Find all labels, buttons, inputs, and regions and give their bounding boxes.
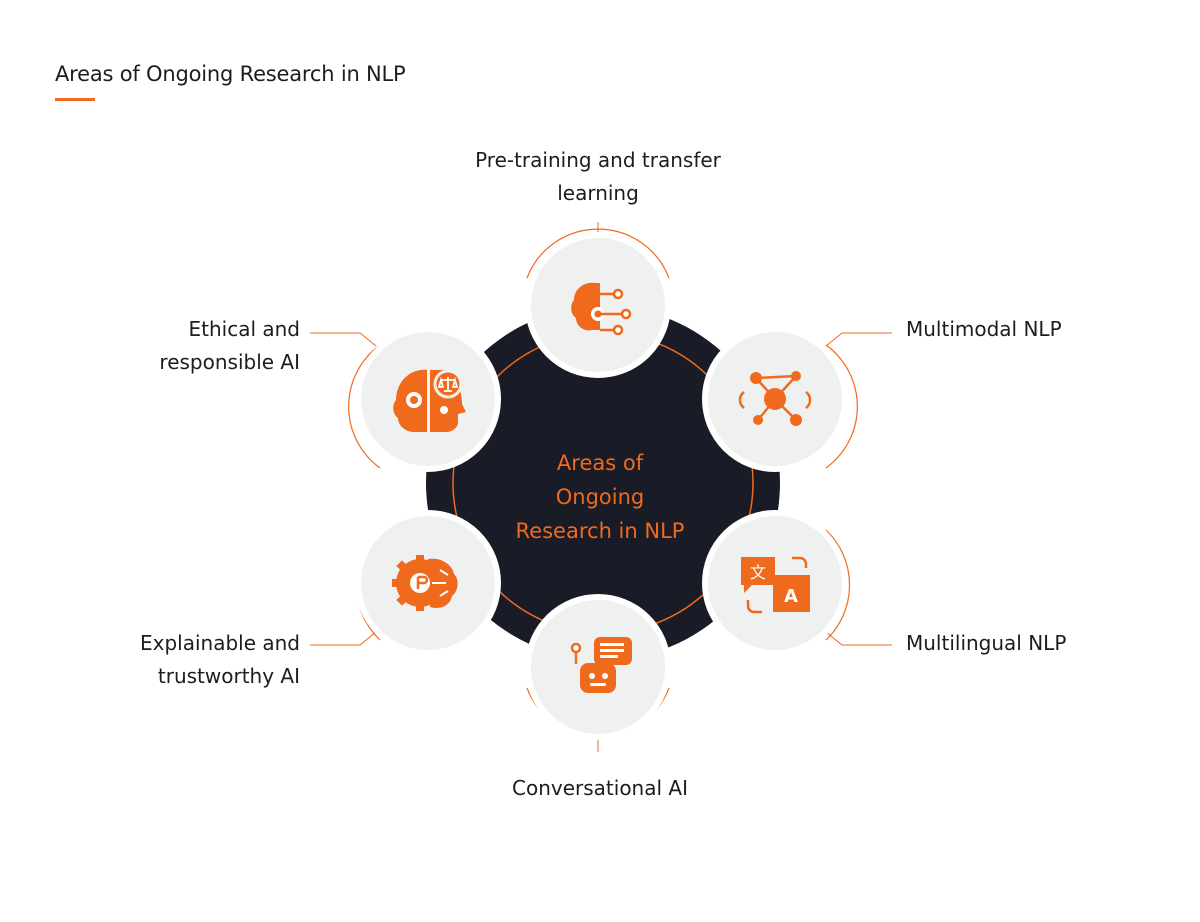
robot-head-scales-icon: [393, 369, 466, 432]
network-nodes-icon: [738, 371, 812, 426]
connectors: [310, 222, 892, 752]
label-multilingual: Multilingual NLP: [906, 631, 1067, 655]
hub-title-line: Ongoing: [555, 485, 645, 509]
label-multimodal: Multimodal NLP: [906, 317, 1062, 341]
translate-icon: 文 A: [741, 556, 810, 614]
brain-gear-icon: [392, 555, 458, 611]
label-conversational: Conversational AI: [512, 776, 688, 800]
page-title: Areas of Ongoing Research in NLP: [55, 62, 406, 86]
hub-title-line: Research in NLP: [515, 519, 685, 543]
title-underline: [55, 98, 95, 101]
svg-text:A: A: [784, 586, 798, 607]
brain-circuit-gear-icon: [571, 282, 632, 336]
hub-title-line: Areas of: [556, 451, 644, 475]
hub-circle: [426, 306, 780, 660]
label-explainable: Explainable and trustworthy AI: [139, 631, 300, 688]
label-pretraining: Pre-training and transfer learning: [475, 148, 721, 205]
chatbot-icon: [570, 637, 632, 693]
label-ethical: Ethical and responsible AI: [159, 317, 300, 374]
svg-text:文: 文: [750, 563, 766, 582]
hub-title: Areas of Ongoing Research in NLP: [460, 446, 740, 548]
